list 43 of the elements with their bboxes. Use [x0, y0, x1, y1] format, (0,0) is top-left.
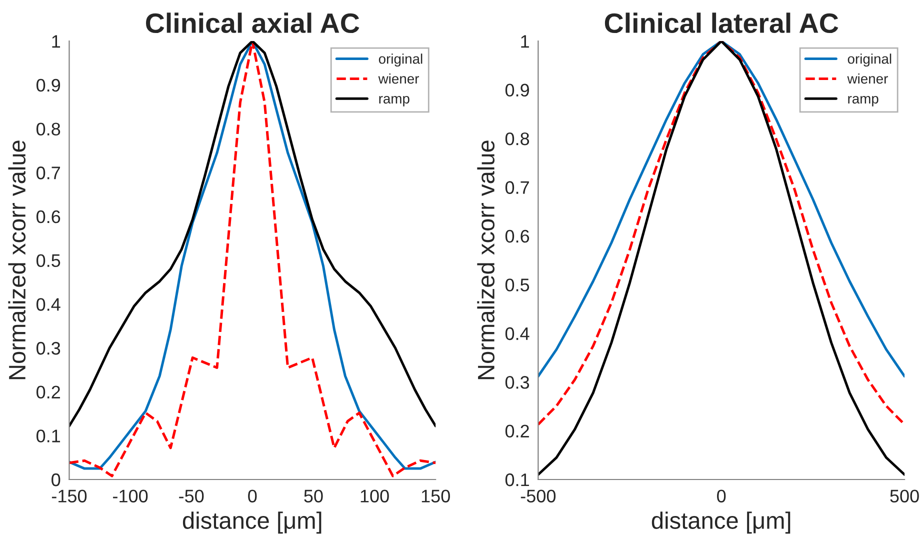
- y-axis-title: Normalized xcorr value: [477, 140, 495, 380]
- chart-title: Clinical lateral AC: [604, 12, 838, 34]
- chart-title: Clinical axial AC: [146, 12, 360, 34]
- y-tick-label: 0.6: [505, 230, 530, 243]
- y-tick-label: 0.2: [36, 386, 60, 399]
- y-tick-label: 0.4: [36, 298, 60, 311]
- legend-label: wiener: [378, 73, 419, 84]
- y-tick-label: 0: [52, 473, 60, 486]
- y-tick-label: 0.3: [36, 342, 60, 355]
- x-tick-label: 0: [248, 490, 257, 502]
- x-tick-label: -100: [113, 490, 148, 502]
- y-tick-label: 0.2: [505, 424, 529, 438]
- legend-label: original: [848, 54, 892, 67]
- y-tick-label: 0.5: [36, 254, 60, 268]
- x-tick-label: -150: [52, 490, 87, 502]
- y-tick-label: 0.7: [36, 166, 60, 180]
- legend-label: ramp: [848, 96, 878, 106]
- x-axis-title: distance [μm]: [652, 512, 790, 534]
- x-tick-label: 50: [304, 490, 323, 502]
- legend-label: ramp: [379, 96, 410, 106]
- y-tick-label: 1: [52, 35, 60, 48]
- y-tick-label: 0.5: [505, 278, 530, 292]
- x-tick-label: 500: [890, 490, 919, 502]
- x-tick-label: -50: [179, 490, 204, 502]
- x-tick-label: 150: [422, 490, 450, 502]
- y-tick-label: 0.4: [505, 327, 530, 340]
- x-axis-title: distance [μm]: [182, 512, 322, 534]
- y-tick-label: 0.6: [36, 210, 60, 224]
- y-tick-label: 0.9: [505, 84, 529, 97]
- y-tick-label: 0.3: [505, 376, 530, 389]
- x-tick-label: -500: [520, 490, 556, 502]
- y-tick-label: 0.8: [36, 122, 60, 136]
- y-tick-label: 0.9: [36, 78, 60, 92]
- y-tick-label: 0.1: [505, 473, 529, 486]
- y-tick-label: 1: [521, 35, 529, 48]
- legend-label: wiener: [847, 73, 888, 84]
- y-tick-label: 0.7: [505, 181, 529, 194]
- y-tick-label: 0.1: [36, 430, 60, 442]
- y-tick-label: 0.8: [505, 132, 530, 146]
- x-tick-label: 100: [360, 490, 389, 502]
- x-tick-label: 0: [717, 490, 726, 502]
- legend-label: original: [378, 54, 422, 67]
- y-axis-title: Normalized xcorr value: [8, 140, 26, 380]
